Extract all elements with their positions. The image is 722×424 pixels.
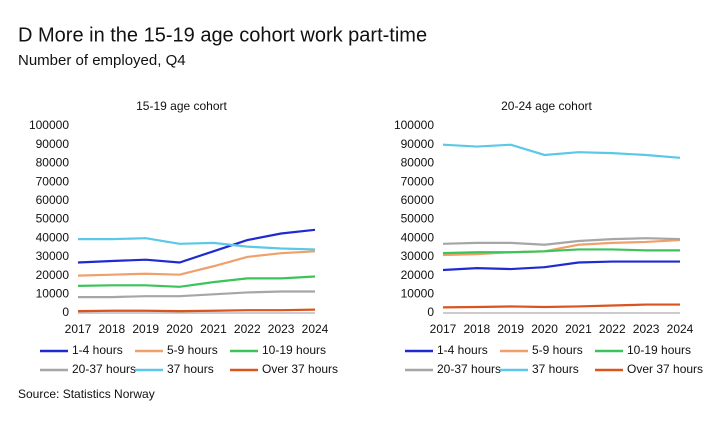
x-tick-label: 2022 — [234, 322, 261, 336]
y-tick-label: 80000 — [36, 156, 70, 170]
series-line — [77, 275, 316, 288]
legend-label: 37 hours — [532, 362, 579, 376]
x-tick-label: 2023 — [268, 322, 295, 336]
series-line — [77, 308, 316, 313]
source: Source: Statistics Norway — [18, 387, 155, 401]
y-tick-label: 80000 — [401, 156, 435, 170]
legend-label: Over 37 hours — [627, 362, 703, 376]
series-line — [78, 290, 315, 299]
chart-title: D More in the 15-19 age cohort work part… — [18, 24, 427, 46]
x-tick-label: 2021 — [200, 322, 227, 336]
series-line — [77, 228, 316, 264]
series-line — [442, 238, 681, 257]
x-tick-label: 2023 — [633, 322, 660, 336]
y-tick-label: 10000 — [36, 286, 70, 300]
legend-label: 10-19 hours — [627, 343, 691, 357]
series-line — [442, 303, 680, 309]
y-tick-label: 20000 — [401, 268, 435, 282]
panel-title: 15-19 age cohort — [136, 99, 227, 113]
x-tick-label: 2024 — [302, 322, 329, 336]
legend-label: 5-9 hours — [532, 343, 583, 357]
y-tick-label: 70000 — [36, 174, 70, 188]
x-tick-label: 2017 — [430, 322, 457, 336]
series-line — [442, 237, 681, 246]
y-tick-label: 0 — [62, 305, 69, 319]
legend-label: 20-37 hours — [437, 362, 501, 376]
panel-title: 20-24 age cohort — [501, 99, 592, 113]
legend-label: 20-37 hours — [72, 362, 136, 376]
x-tick-label: 2019 — [497, 322, 524, 336]
series-line — [442, 143, 681, 159]
y-tick-label: 60000 — [401, 193, 435, 207]
x-tick-label: 2018 — [464, 322, 491, 336]
legend-label: 5-9 hours — [167, 343, 218, 357]
y-tick-label: 0 — [427, 305, 434, 319]
y-tick-label: 50000 — [36, 212, 70, 226]
y-tick-label: 100000 — [394, 118, 434, 132]
y-tick-label: 90000 — [36, 137, 70, 151]
legend-label: 10-19 hours — [262, 343, 326, 357]
x-tick-label: 2020 — [531, 322, 558, 336]
x-tick-label: 2022 — [599, 322, 626, 336]
x-tick-label: 2020 — [166, 322, 193, 336]
y-tick-label: 10000 — [401, 286, 435, 300]
y-tick-label: 90000 — [401, 137, 435, 151]
series-line — [442, 260, 680, 272]
series-line — [78, 237, 316, 251]
y-tick-label: 40000 — [401, 230, 435, 244]
legend-label: Over 37 hours — [262, 362, 338, 376]
x-tick-label: 2019 — [132, 322, 159, 336]
chart-subtitle: Number of employed, Q4 — [18, 52, 186, 69]
series-line — [442, 248, 680, 255]
legend-label: 37 hours — [167, 362, 214, 376]
y-tick-label: 30000 — [401, 249, 435, 263]
series-line — [77, 250, 316, 277]
x-tick-label: 2017 — [65, 322, 92, 336]
x-tick-label: 2024 — [667, 322, 694, 336]
y-tick-label: 60000 — [36, 193, 70, 207]
y-tick-label: 100000 — [29, 118, 69, 132]
y-tick-label: 20000 — [36, 268, 70, 282]
legend-label: 1-4 hours — [437, 343, 488, 357]
x-tick-label: 2018 — [99, 322, 126, 336]
y-tick-label: 30000 — [36, 249, 70, 263]
y-tick-label: 40000 — [36, 230, 70, 244]
legend-label: 1-4 hours — [72, 343, 123, 357]
y-tick-label: 70000 — [401, 174, 435, 188]
y-tick-label: 50000 — [401, 212, 435, 226]
x-tick-label: 2021 — [565, 322, 592, 336]
